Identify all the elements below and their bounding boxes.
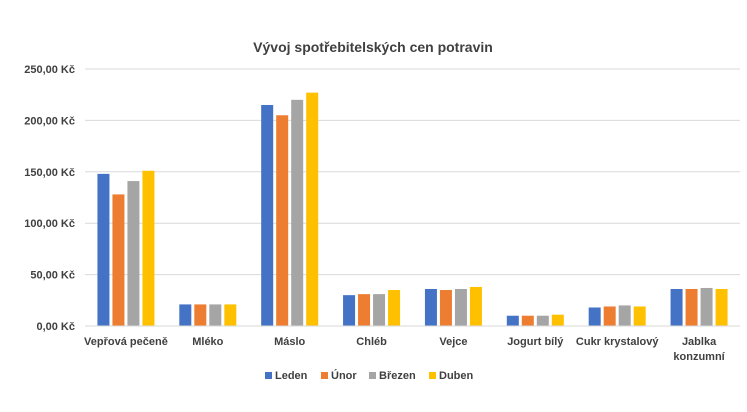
bar — [633, 306, 646, 326]
bar — [700, 287, 713, 326]
x-axis-categories: Vepřová pečeně Mléko Máslo Chléb Vejce Jogurt… — [84, 336, 726, 363]
bar — [388, 290, 401, 326]
bar — [97, 173, 110, 326]
bar — [261, 104, 274, 326]
bar — [454, 288, 467, 326]
bar — [209, 304, 222, 326]
bar — [551, 314, 564, 326]
bar — [506, 315, 519, 326]
y-tick-label: 100,00 Kč — [24, 218, 75, 230]
bar — [224, 304, 237, 326]
x-category-label: Jogurt bílý — [507, 336, 564, 348]
bar — [112, 194, 125, 326]
bar — [424, 288, 437, 326]
x-category-label: Máslo — [274, 336, 305, 348]
x-category-label: Jablka — [682, 336, 717, 348]
legend-swatch — [369, 372, 376, 379]
y-tick-label: 150,00 Kč — [24, 167, 75, 179]
bar — [618, 305, 631, 326]
bar — [670, 288, 683, 326]
bar — [306, 92, 319, 326]
bar — [685, 288, 698, 326]
x-category-label: Cukr krystalový — [576, 336, 659, 348]
x-category-label: Vejce — [439, 336, 467, 348]
bar-group — [179, 304, 237, 326]
bar-group — [670, 287, 728, 326]
bar — [603, 306, 616, 326]
bar — [439, 290, 452, 326]
bar — [343, 295, 356, 326]
legend-swatch — [265, 372, 272, 379]
bar — [358, 294, 371, 326]
legend-item: Březen — [369, 370, 416, 382]
bar — [276, 115, 289, 326]
bar — [142, 170, 155, 326]
bar-group — [261, 92, 319, 326]
legend-label: Březen — [379, 370, 416, 382]
bar — [715, 288, 728, 326]
bar-groups — [97, 92, 728, 326]
bar — [588, 307, 601, 326]
legend-item: Duben — [429, 370, 474, 382]
bar — [469, 286, 482, 326]
bar-group — [588, 305, 646, 326]
bar — [521, 315, 534, 326]
x-category-label: Vepřová pečeně — [84, 336, 168, 348]
bar — [291, 99, 304, 326]
bar-group — [424, 286, 482, 326]
legend-item: Leden — [265, 370, 308, 382]
bar — [179, 304, 192, 326]
gridlines — [85, 68, 740, 276]
y-tick-label: 250,00 Kč — [24, 64, 75, 76]
bar-group — [97, 170, 155, 326]
bar — [194, 304, 207, 326]
bar — [127, 181, 140, 326]
y-tick-label: 200,00 Kč — [24, 115, 75, 127]
y-tick-label: 50,00 Kč — [30, 270, 75, 282]
legend-swatch — [321, 372, 328, 379]
legend-label: Leden — [275, 370, 308, 382]
x-category-label: Chléb — [356, 336, 387, 348]
x-category-label: konzumní — [673, 351, 725, 363]
x-category-label: Mléko — [192, 336, 223, 348]
bar-group — [343, 290, 401, 326]
legend-swatch — [429, 372, 436, 379]
legend-label: Únor — [331, 369, 357, 382]
legend-label: Duben — [439, 370, 474, 382]
y-axis-ticks: 0,00 Kč 50,00 Kč 100,00 Kč 150,00 Kč 200,00 … — [24, 64, 75, 333]
bar — [536, 315, 549, 326]
bar — [373, 294, 386, 326]
chart-title: Vývoj spotřebitelských cen potravin — [253, 39, 493, 55]
bar-group — [506, 314, 564, 326]
legend: Leden Únor Březen Duben — [265, 369, 474, 382]
legend-item: Únor — [321, 369, 357, 382]
y-tick-label: 0,00 Kč — [36, 321, 75, 333]
